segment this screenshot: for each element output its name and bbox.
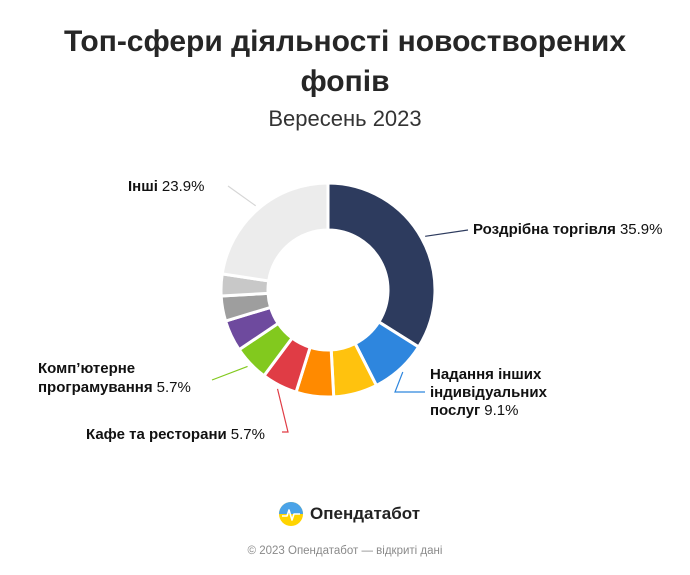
leader-line-kafe [276, 388, 289, 433]
label-kafe: Кафе та ресторани 5.7% [86, 426, 265, 443]
label-nadannya-line-1: Надання інших [430, 366, 542, 383]
label-kafe-name: Кафе та ресторани [86, 426, 227, 443]
label-kompyuterne: Комп’ютерне програмування 5.7% [38, 360, 191, 396]
label-kompyuterne-line-2: програмування 5.7% [38, 379, 191, 396]
label-nadannya: Надання інших індивідуальних послуг 9.1% [430, 366, 551, 419]
label-nadannya-value: 9.1% [484, 402, 518, 419]
label-inshi: Інші 23.9% [128, 178, 204, 195]
slice-inshi [220, 181, 330, 283]
brand-name: Опендатабот [310, 504, 421, 523]
leader-line-inshi [227, 185, 257, 207]
brand-logo: Опендатабот [278, 500, 420, 528]
label-rozdribna: Роздрібна торгівля 35.9% [473, 221, 662, 238]
label-inshi-name: Інші [128, 178, 158, 195]
chart-title: Топ-сфери діяльності новостворених фопів [0, 22, 690, 102]
label-kompyuterne-value: 5.7% [157, 379, 191, 396]
label-inshi-value: 23.9% [162, 178, 205, 195]
chart-subtitle: Вересень 2023 [268, 106, 422, 131]
label-rozdribna-value: 35.9% [620, 221, 663, 238]
label-nadannya-line-2: індивідуальних [430, 384, 548, 401]
label-nadannya-line-3: послуг 9.1% [430, 402, 519, 419]
chart-title-line-2: фопів [300, 65, 390, 98]
opendatabot-logo-icon [279, 502, 303, 526]
slice-rozdribna [326, 181, 437, 349]
leader-line-nadannya [394, 371, 425, 393]
label-rozdribna-name: Роздрібна торгівля [473, 221, 616, 238]
chart-title-line-1: Топ-сфери діяльності новостворених [63, 25, 627, 58]
footer-copyright: © 2023 Опендатабот — відкриті дані [247, 545, 443, 557]
leader-line-kompyuterne [211, 365, 248, 381]
label-kafe-value: 5.7% [231, 426, 265, 443]
label-kompyuterne-line-1: Комп’ютерне [38, 360, 135, 377]
leader-line-rozdribna [425, 229, 469, 237]
